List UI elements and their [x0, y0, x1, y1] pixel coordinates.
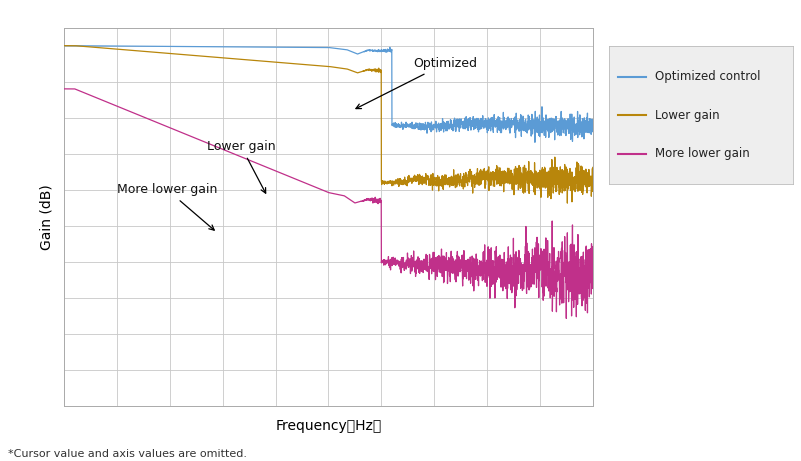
- Text: More lower gain: More lower gain: [655, 148, 750, 160]
- Text: Lower gain: Lower gain: [655, 109, 719, 122]
- X-axis label: Frequency（Hz）: Frequency（Hz）: [276, 419, 381, 433]
- Text: Optimized control: Optimized control: [655, 70, 760, 83]
- Text: Lower gain: Lower gain: [207, 140, 276, 193]
- Text: More lower gain: More lower gain: [117, 183, 217, 230]
- Y-axis label: Gain (dB): Gain (dB): [40, 184, 54, 249]
- Text: *Cursor value and axis values are omitted.: *Cursor value and axis values are omitte…: [8, 449, 247, 459]
- Text: Optimized: Optimized: [356, 57, 477, 109]
